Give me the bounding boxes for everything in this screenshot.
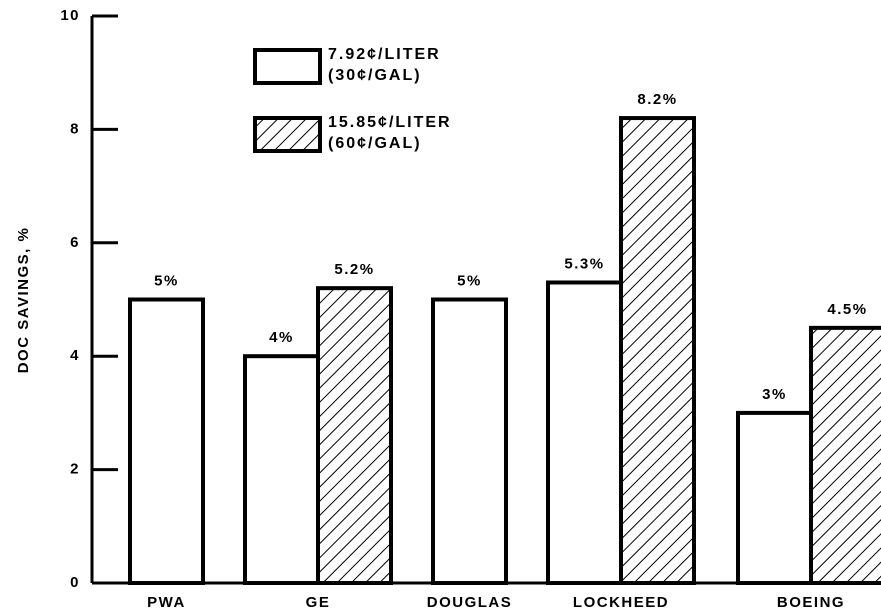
bar [546,280,623,585]
bar [736,410,813,585]
y-axis-label: DOC SAVINGS, % [15,227,32,374]
value-label: 5% [457,272,482,289]
y-tick-label: 4 [70,347,80,364]
bar [619,116,696,585]
value-label: 8.2% [637,91,677,108]
bar [809,325,881,585]
y-tick-label: 8 [70,120,80,137]
value-label: 4.5% [827,301,867,318]
value-label: 3% [762,386,787,403]
x-tick-label: GE [306,594,331,611]
bar [128,297,205,585]
y-tick-label: 0 [70,574,80,591]
legend-label: 7.92¢/LITER (30¢/GAL) [328,46,441,84]
value-label: 4% [269,329,294,346]
y-tick-label: 10 [60,7,80,24]
x-tick-label: BOEING [777,594,845,611]
bar [316,286,393,585]
x-tick-label: LOCKHEED [573,594,669,611]
bar [243,354,320,586]
value-label: 5.3% [564,255,604,272]
value-label: 5.2% [334,261,374,278]
x-tick-label: PWA [147,594,186,611]
legend-swatch [253,48,322,85]
value-label: 5% [154,272,179,289]
legend-label: 15.85¢/LITER (60¢/GAL) [328,114,452,152]
y-tick-label: 2 [70,461,80,478]
y-tick-label: 6 [70,234,80,251]
legend-swatch [253,116,322,153]
bar [431,297,508,585]
x-tick-label: DOUGLAS [427,594,513,611]
